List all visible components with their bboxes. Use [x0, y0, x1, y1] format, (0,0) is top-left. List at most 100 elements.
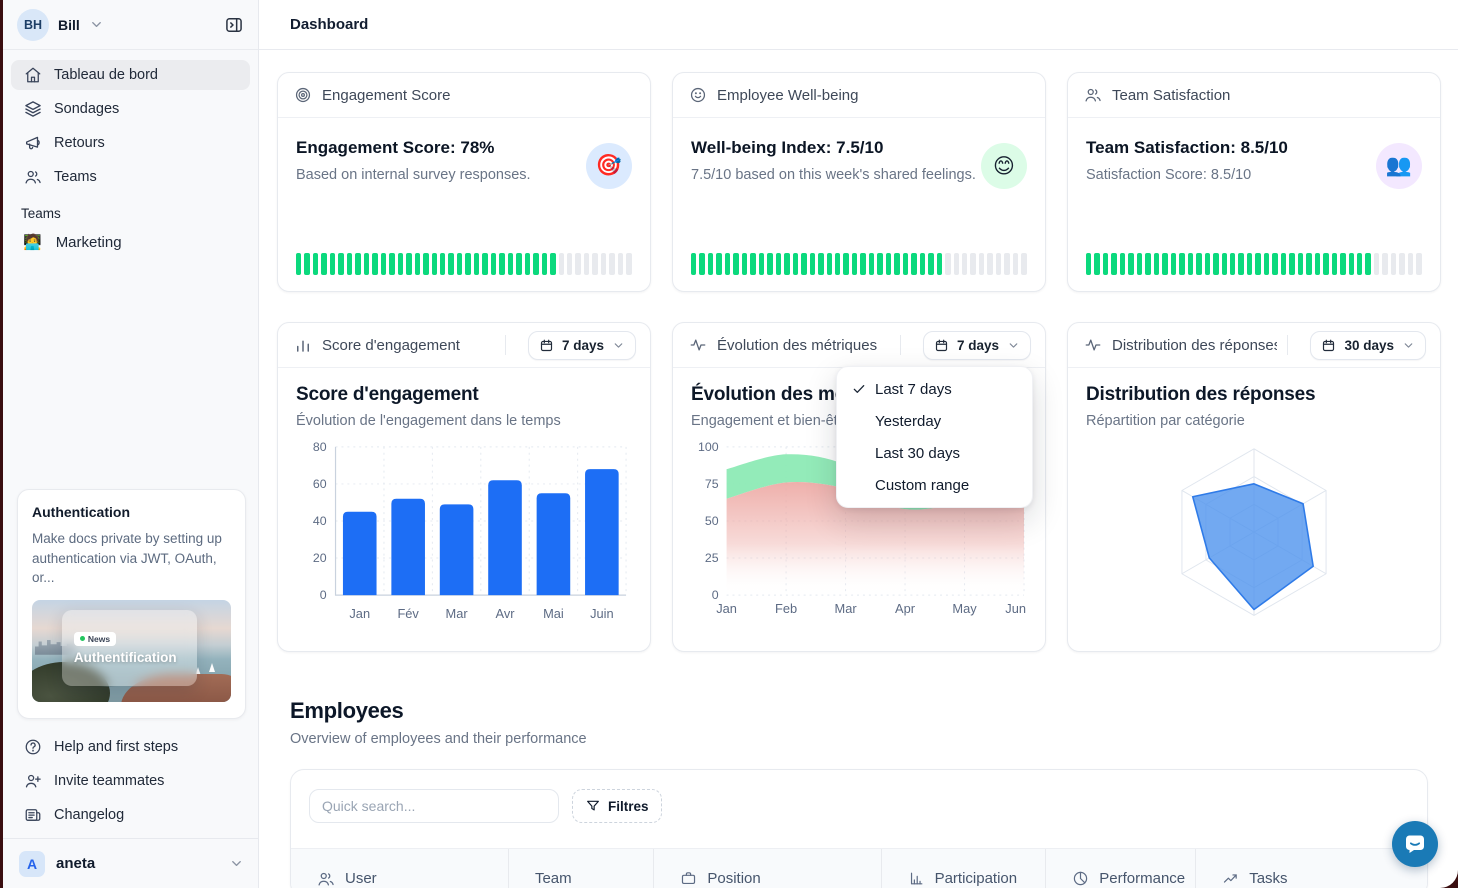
- promo-title: Authentication: [32, 504, 130, 520]
- calendar-icon: [1321, 338, 1336, 353]
- svg-text:25: 25: [705, 551, 719, 565]
- svg-text:Fév: Fév: [397, 606, 419, 621]
- date-range-button[interactable]: 7 days: [527, 330, 636, 360]
- page-header: Dashboard: [259, 0, 1458, 50]
- teams-list: 🧑‍💻 Marketing: [3, 227, 258, 257]
- svg-text:60: 60: [313, 477, 327, 491]
- calendar-icon: [934, 338, 949, 353]
- promo-image-overlay: News Authentification: [61, 609, 198, 687]
- menu-item-yesterday[interactable]: Yesterday: [875, 412, 942, 430]
- team-emoji: 🧑‍💻: [23, 234, 42, 251]
- sidebar-footer-nav: Help and first steps Invite teammates Ch…: [11, 732, 250, 834]
- users-icon: [24, 168, 42, 186]
- target-icon: [294, 86, 312, 104]
- section-subtitle: Overview of employees and their performa…: [290, 731, 587, 747]
- collapse-sidebar-button[interactable]: [222, 13, 246, 37]
- sidebar: BH Bill Tableau de bord Sondages Retours…: [3, 0, 259, 888]
- svg-text:0: 0: [320, 588, 327, 602]
- svg-text:100: 100: [698, 440, 719, 454]
- smile-icon: [689, 86, 707, 104]
- metric-subtitle: Based on internal survey responses.: [296, 167, 531, 183]
- chat-bubble-icon: [1403, 832, 1427, 856]
- briefcase-icon: [680, 870, 697, 887]
- svg-text:Jan: Jan: [349, 606, 370, 621]
- teams-section-label: Teams: [21, 206, 61, 221]
- column-header-participation[interactable]: Participation: [880, 849, 1046, 888]
- promo-card[interactable]: Authentication Make docs private by sett…: [17, 489, 246, 719]
- filters-button[interactable]: Filtres: [572, 789, 662, 823]
- column-header-user[interactable]: User: [291, 849, 508, 888]
- menu-item-custom-range[interactable]: Custom range: [875, 476, 970, 494]
- chevron-down-icon: [229, 856, 244, 871]
- megaphone-icon: [24, 134, 42, 152]
- metric-subtitle: Satisfaction Score: 8.5/10: [1086, 167, 1252, 183]
- chart-cards-row: Score d'engagement 7 days Score d'engage…: [277, 322, 1441, 652]
- calendar-icon: [539, 338, 554, 353]
- svg-text:75: 75: [705, 477, 719, 491]
- promo-body: Make docs private by setting up authenti…: [32, 531, 222, 586]
- workspace-name: aneta: [56, 855, 96, 872]
- sidebar-nav: Tableau de bord Sondages Retours Teams: [3, 50, 258, 192]
- bar-chart-icon: [294, 336, 312, 354]
- chevron-down-icon: [1402, 339, 1415, 352]
- svg-text:Mar: Mar: [446, 606, 469, 621]
- funnel-icon: [585, 798, 601, 814]
- svg-text:Mai: Mai: [543, 606, 564, 621]
- well-being-card: Employee Well-being Well-being Index: 7.…: [672, 72, 1046, 292]
- sidebar-header: BH Bill: [3, 0, 258, 50]
- sidebar-item-sondages[interactable]: Sondages: [11, 94, 250, 124]
- metric-title: Engagement Score: 78%: [296, 138, 495, 157]
- sidebar-item-tableau-de-bord[interactable]: Tableau de bord: [11, 60, 250, 90]
- team-item-marketing[interactable]: 🧑‍💻 Marketing: [23, 233, 122, 252]
- dashboard-content: Engagement Score Engagement Score: 78% B…: [259, 50, 1458, 888]
- menu-item-last-7-days[interactable]: Last 7 days: [837, 373, 1032, 405]
- engagement-score-card: Engagement Score Engagement Score: 78% B…: [277, 72, 651, 292]
- chat-launcher-button[interactable]: [1392, 821, 1438, 867]
- sidebar-item-changelog[interactable]: Changelog: [11, 800, 250, 830]
- promo-image: News Authentification: [32, 599, 231, 702]
- users-icon: [317, 870, 335, 888]
- metric-title: Well-being Index: 7.5/10: [691, 138, 884, 157]
- sidebar-item-teams[interactable]: Teams: [11, 162, 250, 192]
- workspace-avatar: A: [19, 850, 45, 877]
- trend-up-icon: [1222, 870, 1239, 887]
- chart-subtitle: Évolution de l'engagement dans le temps: [296, 413, 561, 429]
- home-icon: [24, 66, 42, 84]
- date-range-button[interactable]: 7 days: [922, 330, 1031, 360]
- workspace-switcher[interactable]: A aneta: [3, 838, 258, 888]
- sidebar-item-help-and-first-steps[interactable]: Help and first steps: [11, 732, 250, 762]
- sidebar-item-invite-teammates[interactable]: Invite teammates: [11, 766, 250, 796]
- area-chart: 0 25 50 75 100 Jan Feb Mar Apr May Jun: [691, 437, 1027, 621]
- user-menu[interactable]: BH Bill: [17, 8, 104, 41]
- metric-title: Team Satisfaction: 8.5/10: [1086, 138, 1288, 157]
- sidebar-item-retours[interactable]: Retours: [11, 128, 250, 158]
- news-badge: News: [73, 631, 117, 646]
- users-emoji-badge: 👥: [1376, 143, 1422, 189]
- chart-title: Score d'engagement: [296, 384, 479, 405]
- responses-distribution-card: Distribution des réponses 30 days Distri…: [1067, 322, 1441, 652]
- team-satisfaction-card: Team Satisfaction Team Satisfaction: 8.5…: [1067, 72, 1441, 292]
- progress-bar: [691, 253, 1027, 275]
- svg-text:Mar: Mar: [835, 601, 858, 616]
- metric-cards-row: Engagement Score Engagement Score: 78% B…: [277, 72, 1441, 292]
- activity-icon: [1084, 336, 1102, 354]
- page-title: Dashboard: [290, 16, 369, 33]
- column-header-team[interactable]: Team: [507, 849, 653, 888]
- users-icon: [1084, 86, 1102, 104]
- search-input[interactable]: [309, 789, 559, 823]
- bar-chart-2-icon: [908, 870, 925, 887]
- svg-text:40: 40: [313, 514, 327, 528]
- svg-text:0: 0: [712, 588, 719, 602]
- column-header-performance[interactable]: Performance: [1045, 849, 1195, 888]
- column-header-position[interactable]: Position: [653, 849, 880, 888]
- window-corner: [1438, 868, 1458, 888]
- smile-emoji-badge: 😊: [981, 143, 1027, 189]
- employees-table-card: Filtres User Team Position Participation…: [290, 769, 1428, 888]
- check-icon: [851, 381, 875, 397]
- column-header-tasks[interactable]: Tasks: [1195, 849, 1427, 888]
- svg-text:Feb: Feb: [775, 601, 797, 616]
- progress-bar: [296, 253, 632, 275]
- menu-item-last-30-days[interactable]: Last 30 days: [875, 444, 961, 462]
- svg-text:May: May: [952, 601, 977, 616]
- date-range-button[interactable]: 30 days: [1310, 330, 1426, 360]
